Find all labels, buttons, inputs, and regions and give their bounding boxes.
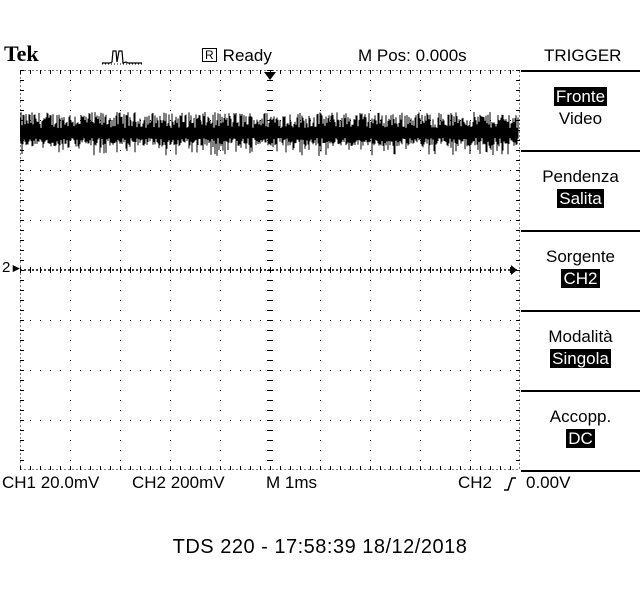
menu-divider [521,70,640,72]
menu-item-sorgente[interactable]: Sorgente CH2 [521,246,640,290]
menu-label-sorgente: Sorgente [546,247,615,266]
menu-item-pendenza[interactable]: Pendenza Salita [521,166,640,210]
menu-value-pendenza: Salita [557,189,604,208]
acquisition-status: R Ready [202,44,272,68]
instrument-timestamp: TDS 220 - 17:58:39 18/12/2018 [172,536,468,558]
menu-item-modalita[interactable]: Modalità Singola [521,326,640,370]
menu-divider [521,230,640,232]
menu-label-modalita: Modalità [548,327,613,346]
horizontal-position-readout: M Pos: 0.000s [358,46,467,65]
menu-item-accoppiamento[interactable]: Accopp. DC [521,406,640,450]
menu-divider [521,390,640,392]
menu-item-fronte[interactable]: Fronte Video [521,86,640,130]
menu-divider [521,470,640,472]
ch1-noise-trace [20,112,519,156]
rising-edge-icon [504,477,516,491]
trigger-source-readout: CH2 [458,473,493,492]
status-text: Ready [222,46,272,65]
ch1-scale-readout: CH1 20.0mV [2,473,100,492]
menu-value-sorgente: CH2 [561,269,600,288]
run-state-box: R [202,48,217,62]
menu-divider [521,310,640,312]
trigger-position-marker-icon [264,72,276,80]
trigger-level-marker-icon [511,265,517,275]
waveform-display [20,70,520,470]
menu-divider [521,150,640,152]
trigger-level-readout: 0.00V [526,473,571,492]
menu-title: TRIGGER [544,46,622,65]
menu-value-modalita: Singola [550,349,611,368]
menu-value-accoppiamento: DC [566,429,595,448]
brand-logo: Tek [4,41,39,66]
menu-label-fronte: Fronte [553,87,608,106]
ch2-scale-readout: CH2 200mV [132,473,225,492]
timebase-readout: M 1ms [266,473,317,492]
menu-label-pendenza: Pendenza [542,167,619,186]
ch2-ground-marker: 2► [2,259,23,276]
acquisition-pulse-icon [102,50,142,65]
menu-value-fronte: Video [558,109,603,128]
menu-label-accoppiamento: Accopp. [549,407,612,426]
